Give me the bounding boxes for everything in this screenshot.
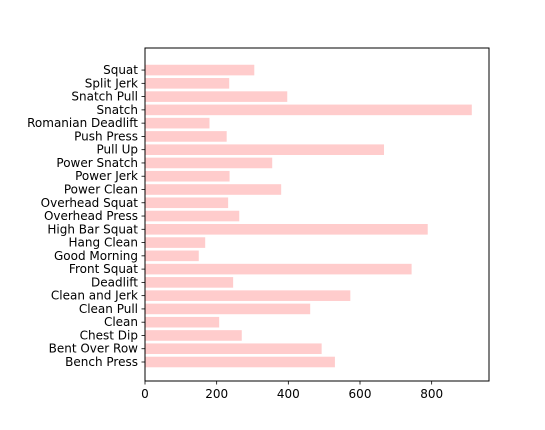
category-label-squat: Squat <box>103 63 138 77</box>
bar-clean-and-jerk <box>145 290 351 301</box>
category-label-pull-up: Pull Up <box>96 143 138 157</box>
bar-bench-press <box>145 356 335 368</box>
category-label-clean-and-jerk: Clean and Jerk <box>51 289 138 303</box>
category-label-push-press: Push Press <box>74 129 138 143</box>
category-label-chest-dip: Chest Dip <box>80 328 138 342</box>
bar-snatch <box>145 104 472 116</box>
x-tick-label: 600 <box>349 387 372 401</box>
x-tick-label: 400 <box>277 387 300 401</box>
bar-overhead-squat <box>145 197 229 209</box>
category-label-snatch-pull: Snatch Pull <box>71 90 138 104</box>
x-tick-label: 800 <box>420 387 443 401</box>
category-label-hang-clean: Hang Clean <box>69 236 138 250</box>
x-tick-label: 200 <box>205 387 228 401</box>
category-label-front-squat: Front Squat <box>69 262 138 276</box>
bar-power-jerk <box>145 170 230 182</box>
x-tick-label: 0 <box>141 387 149 401</box>
category-label-power-snatch: Power Snatch <box>56 156 138 170</box>
bar-bent-over-row <box>145 343 322 355</box>
category-label-snatch: Snatch <box>97 103 138 117</box>
bar-clean <box>145 316 220 328</box>
category-label-good-morning: Good Morning <box>54 249 138 263</box>
bar-snatch-pull <box>145 91 288 102</box>
bar-push-press <box>145 131 227 142</box>
bar-deadlift <box>145 277 234 288</box>
category-label-clean-pull: Clean Pull <box>79 302 138 316</box>
bar-power-snatch <box>145 157 273 169</box>
bar-pull-up <box>145 144 385 155</box>
bar-romanian-deadlift <box>145 117 210 129</box>
category-label-overhead-press: Overhead Press <box>44 209 138 223</box>
x-ticks-group: 0 200 400 600 800 <box>141 381 443 401</box>
plot-frame <box>144 47 490 382</box>
bar-hang-clean <box>145 237 206 248</box>
category-label-split-jerk: Split Jerk <box>85 76 138 90</box>
category-label-romanian-deadlift: Romanian Deadlift <box>27 116 138 130</box>
bar-chest-dip <box>145 330 242 341</box>
bar-high-bar-squat <box>145 224 428 235</box>
bar-power-clean <box>145 184 282 195</box>
bar-squat <box>145 64 255 76</box>
bar-overhead-press <box>145 210 240 222</box>
category-label-high-bar-squat: High Bar Squat <box>47 222 138 236</box>
category-label-power-jerk: Power Jerk <box>75 169 138 183</box>
category-label-bent-over-row: Bent Over Row <box>49 342 139 356</box>
bar-good-morning <box>145 250 199 262</box>
category-label-deadlift: Deadlift <box>91 275 138 289</box>
bar-clean-pull <box>145 303 311 315</box>
category-label-power-clean: Power Clean <box>64 182 138 196</box>
category-label-clean: Clean <box>104 315 138 329</box>
category-label-overhead-squat: Overhead Squat <box>41 196 139 210</box>
category-label-bench-press: Bench Press <box>65 355 138 369</box>
bar-split-jerk <box>145 78 230 89</box>
bars-group <box>145 64 472 368</box>
bar-front-squat <box>145 263 412 275</box>
